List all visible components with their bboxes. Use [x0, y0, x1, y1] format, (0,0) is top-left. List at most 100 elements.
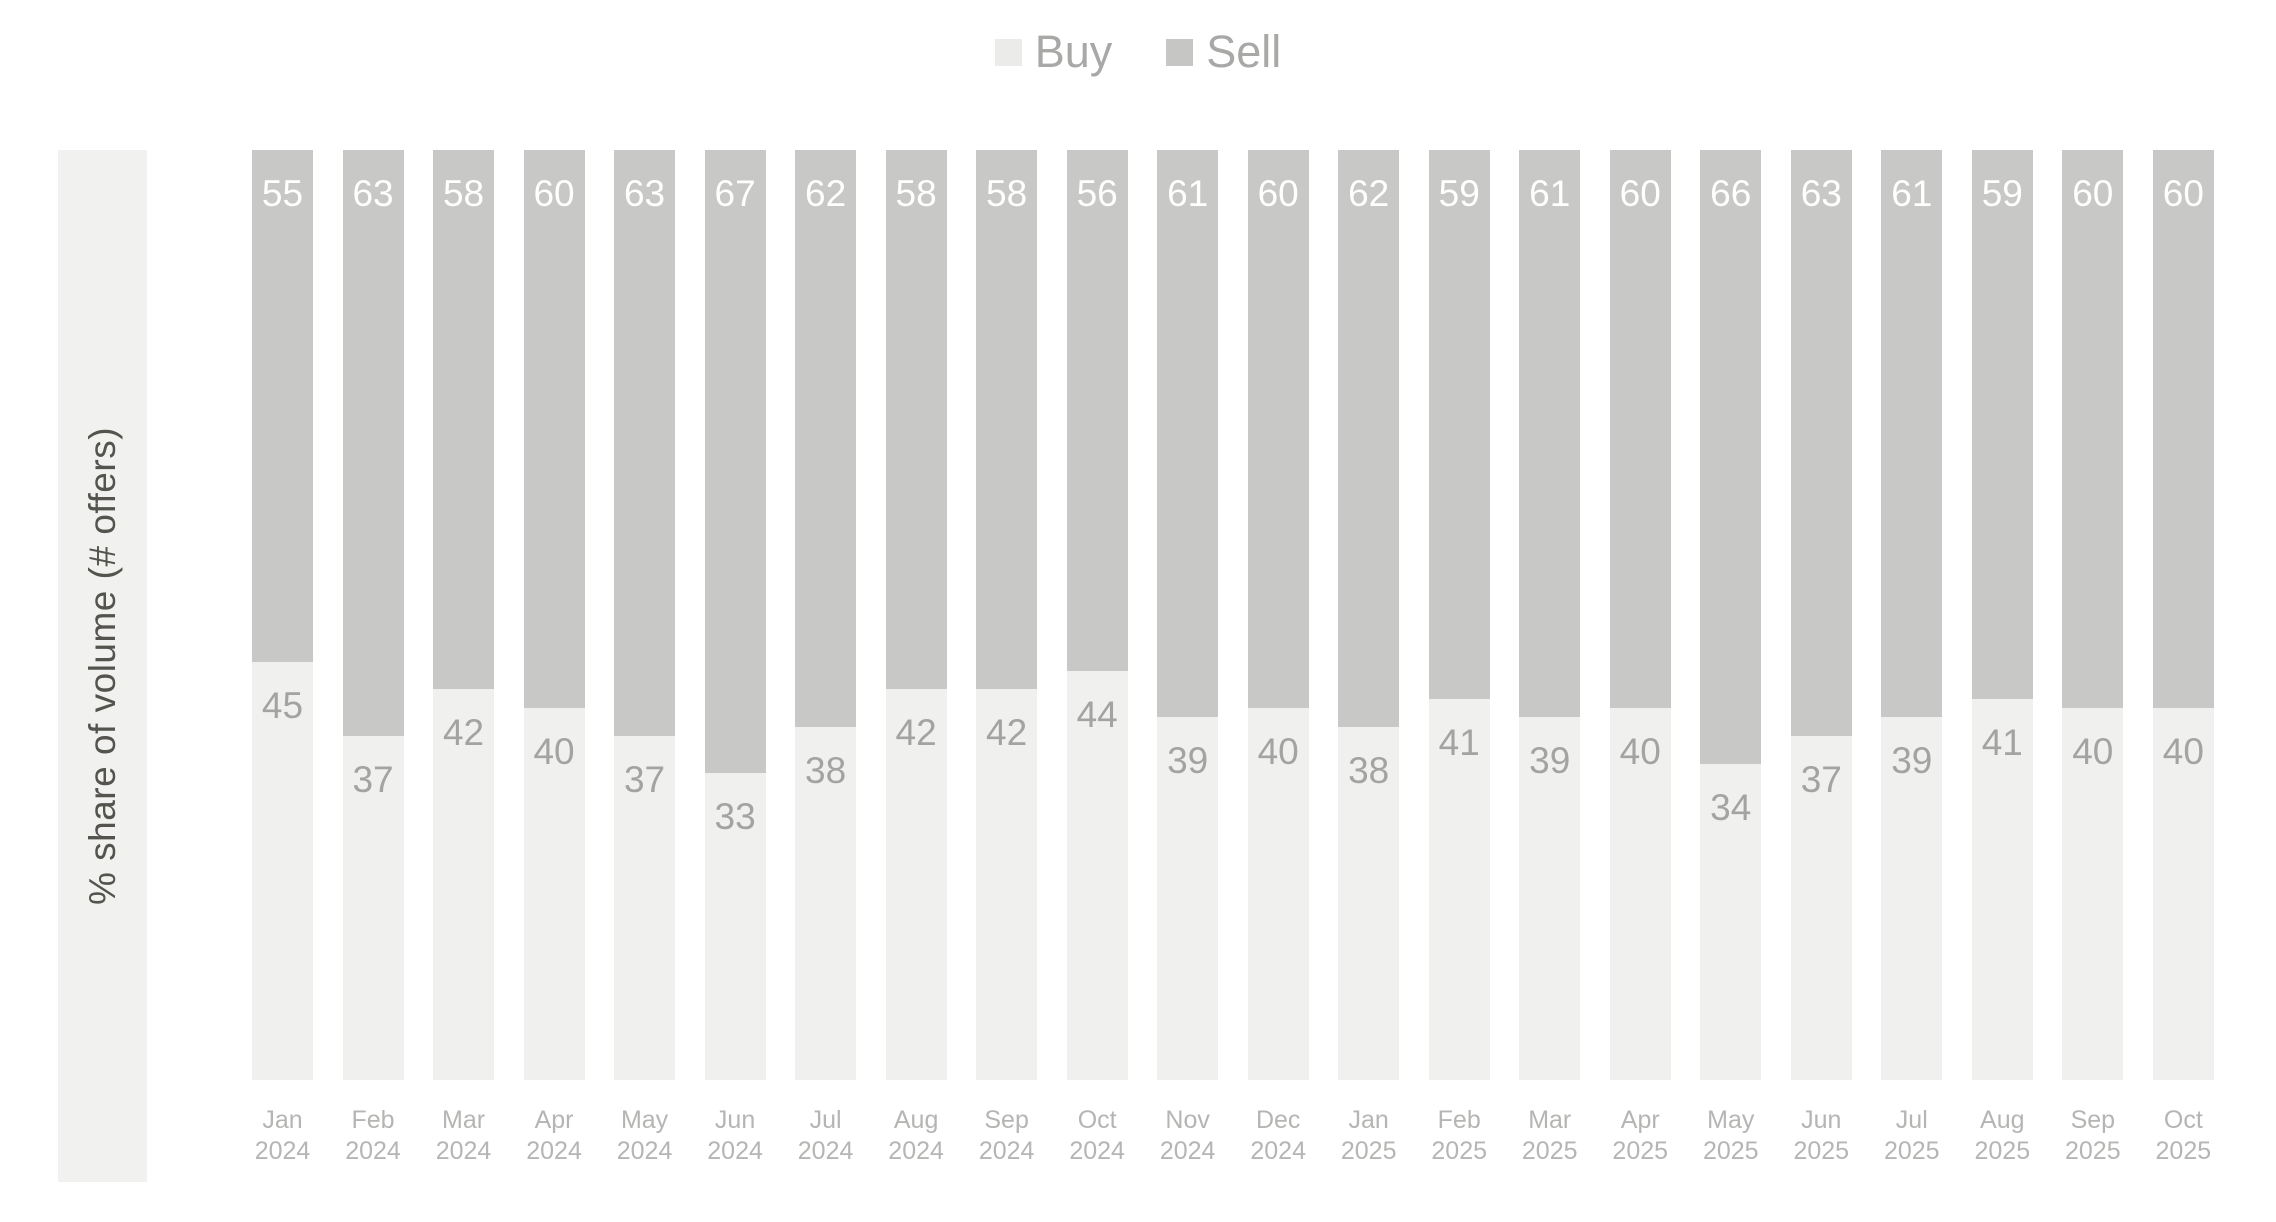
sell-segment: 60 [2152, 150, 2214, 708]
buy-value-label: 41 [1981, 721, 2023, 763]
x-axis-label: Jun 2025 [1793, 1105, 1849, 1167]
sell-value-label: 63 [1800, 173, 1842, 214]
bar-column: 59 41 Aug 2025 [1971, 150, 2033, 1165]
sell-value-label: 58 [442, 173, 485, 214]
month-label: Jun [714, 1106, 756, 1134]
bar-column: 60 40 Sep 2025 [2062, 150, 2124, 1165]
sell-value-label: 55 [261, 173, 304, 214]
sell-segment: 61 [1157, 150, 1219, 718]
buy-value-label: 38 [1348, 749, 1390, 791]
bar-column: 60 40 Apr 2025 [1609, 150, 1671, 1165]
year-label: 2024 [526, 1137, 582, 1165]
bar-column: 62 38 Jul 2024 [795, 150, 857, 1165]
year-label: 2024 [1069, 1137, 1125, 1165]
month-label: Aug [1980, 1106, 2025, 1134]
buy-value-label: 40 [1619, 731, 1661, 772]
buy-value-label: 42 [442, 712, 485, 754]
buy-segment: 42 [976, 689, 1038, 1080]
year-label: 2025 [2065, 1137, 2121, 1165]
year-label: 2025 [1612, 1137, 1669, 1165]
year-label: 2025 [1793, 1137, 1850, 1165]
month-label: May [620, 1106, 669, 1134]
sell-segment: 62 [1338, 150, 1400, 727]
buy-segment: 42 [885, 689, 947, 1080]
sell-value-label: 66 [1710, 173, 1752, 214]
x-axis-label: Sep 2025 [2065, 1105, 2121, 1167]
legend-label-buy: Buy [1034, 26, 1113, 77]
sell-segment: 58 [885, 150, 947, 690]
sell-segment: 60 [2062, 150, 2124, 708]
x-axis-label: Mar 2025 [1522, 1105, 1578, 1167]
buy-segment: 40 [2152, 708, 2214, 1080]
buy-segment: 40 [1609, 708, 1671, 1080]
x-axis-label: Nov 2024 [1160, 1105, 1216, 1167]
sell-value-label: 58 [895, 173, 937, 214]
year-label: 2024 [888, 1137, 944, 1165]
bar-column: 60 40 Apr 2024 [523, 150, 585, 1165]
sell-segment: 60 [523, 150, 585, 708]
year-label: 2024 [978, 1137, 1035, 1165]
buy-value-label: 33 [714, 796, 756, 838]
buy-segment: 38 [1338, 726, 1400, 1080]
buy-segment: 41 [1428, 698, 1490, 1080]
sell-segment: 63 [342, 150, 404, 736]
sell-value-label: 61 [1891, 173, 1933, 214]
sell-value-label: 61 [1167, 173, 1209, 214]
x-axis-label: Jan 2024 [255, 1105, 311, 1167]
bar-column: 63 37 Feb 2024 [342, 150, 404, 1165]
month-label: Apr [1620, 1106, 1660, 1134]
sell-segment: 61 [1519, 150, 1581, 718]
sell-value-label: 67 [714, 173, 756, 214]
sell-segment: 55 [252, 150, 313, 662]
year-label: 2024 [1250, 1137, 1306, 1165]
month-label: Dec [1255, 1106, 1301, 1134]
month-label: Oct [1077, 1106, 1117, 1134]
sell-value-label: 61 [1529, 173, 1571, 214]
x-axis-label: Dec 2024 [1250, 1105, 1306, 1167]
x-axis-label: Jun 2024 [707, 1105, 763, 1167]
bar-column: 61 39 Mar 2025 [1519, 150, 1581, 1165]
sell-segment: 66 [1700, 150, 1762, 764]
buy-value-label: 37 [623, 758, 666, 800]
bar-column: 55 45 Jan 2024 [252, 150, 313, 1165]
bar-column: 60 40 Dec 2024 [1247, 150, 1309, 1165]
year-label: 2024 [707, 1137, 763, 1165]
month-label: Sep [2070, 1106, 2116, 1134]
month-label: Sep [984, 1106, 1029, 1134]
sell-swatch-icon [1166, 38, 1194, 66]
buy-value-label: 39 [1891, 740, 1933, 782]
year-label: 2024 [435, 1137, 492, 1165]
y-axis-band: % share of volume (# offers) [58, 150, 147, 1182]
buy-segment: 33 [704, 773, 766, 1080]
x-axis-label: Apr 2024 [526, 1105, 582, 1167]
buy-segment: 37 [342, 735, 404, 1080]
buy-value-label: 40 [2072, 731, 2114, 772]
buy-segment: 37 [1790, 735, 1852, 1080]
bar-column: 58 42 Mar 2024 [433, 150, 495, 1165]
sell-value-label: 59 [1981, 173, 2023, 214]
year-label: 2025 [1340, 1137, 1397, 1165]
buy-value-label: 34 [1710, 786, 1752, 828]
sell-segment: 56 [1066, 150, 1128, 671]
sell-value-label: 60 [1257, 173, 1299, 214]
year-label: 2024 [616, 1137, 673, 1165]
bar-column: 59 41 Feb 2025 [1428, 150, 1490, 1165]
buy-value-label: 40 [533, 731, 575, 772]
sell-value-label: 60 [1619, 173, 1661, 214]
month-label: Apr [534, 1106, 574, 1134]
bar-column: 62 38 Jan 2025 [1338, 150, 1400, 1165]
buy-segment: 39 [1881, 717, 1943, 1080]
bar-column: 56 44 Oct 2024 [1066, 150, 1128, 1165]
buy-segment: 38 [795, 726, 857, 1080]
buy-value-label: 42 [895, 712, 937, 754]
month-label: May [1707, 1106, 1755, 1134]
x-axis-label: May 2025 [1703, 1105, 1759, 1167]
buy-value-label: 44 [1076, 693, 1118, 735]
bar-column: 58 42 Sep 2024 [976, 150, 1038, 1165]
sell-value-label: 62 [805, 173, 847, 214]
x-axis-label: Aug 2024 [888, 1105, 944, 1167]
year-label: 2025 [1974, 1137, 2031, 1165]
buy-segment: 41 [1971, 698, 2033, 1080]
year-label: 2025 [1521, 1137, 1578, 1165]
